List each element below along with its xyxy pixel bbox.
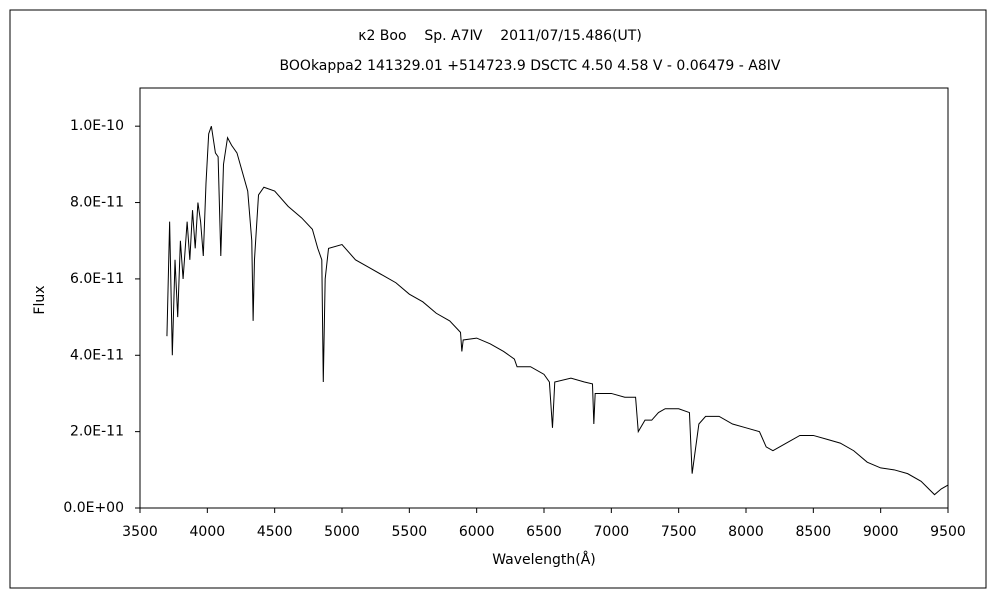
y-tick-label: 6.0E-11 [70, 271, 124, 287]
x-tick-label: 7500 [661, 524, 697, 540]
plot-area [139, 87, 949, 509]
y-tick-label: 0.0E+00 [63, 500, 124, 516]
x-tick-label: 3500 [122, 524, 158, 540]
y-tick-label: 2.0E-11 [70, 424, 124, 440]
x-tick-label: 4000 [190, 524, 226, 540]
chart-title: κ2 Boo Sp. A7Ⅳ 2011/07/15.486(UT) [358, 28, 642, 44]
x-tick-label: 9000 [863, 524, 899, 540]
x-tick-label: 7000 [594, 524, 630, 540]
y-tick-label: 8.0E-11 [70, 195, 124, 211]
x-tick-label: 8000 [728, 524, 764, 540]
x-tick-label: 6500 [526, 524, 562, 540]
chart-subtitle: BOOkappa2 141329.01 +514723.9 DSCTC 4.50… [280, 58, 781, 74]
y-tick-label: 4.0E-11 [70, 347, 124, 363]
spectrum-line [166, 126, 949, 496]
x-tick-label: 8500 [796, 524, 832, 540]
frame [9, 9, 987, 589]
x-tick-label: 5000 [324, 524, 360, 540]
y-tick-label: 1.0E-10 [70, 118, 124, 134]
x-axis-label: Wavelength(Å) [492, 551, 596, 568]
x-tick-label: 5500 [392, 524, 428, 540]
x-tick-label: 9500 [930, 524, 966, 540]
x-tick-label: 6000 [459, 524, 495, 540]
y-axis-label: Flux [32, 285, 48, 314]
x-tick-label: 4500 [257, 524, 293, 540]
